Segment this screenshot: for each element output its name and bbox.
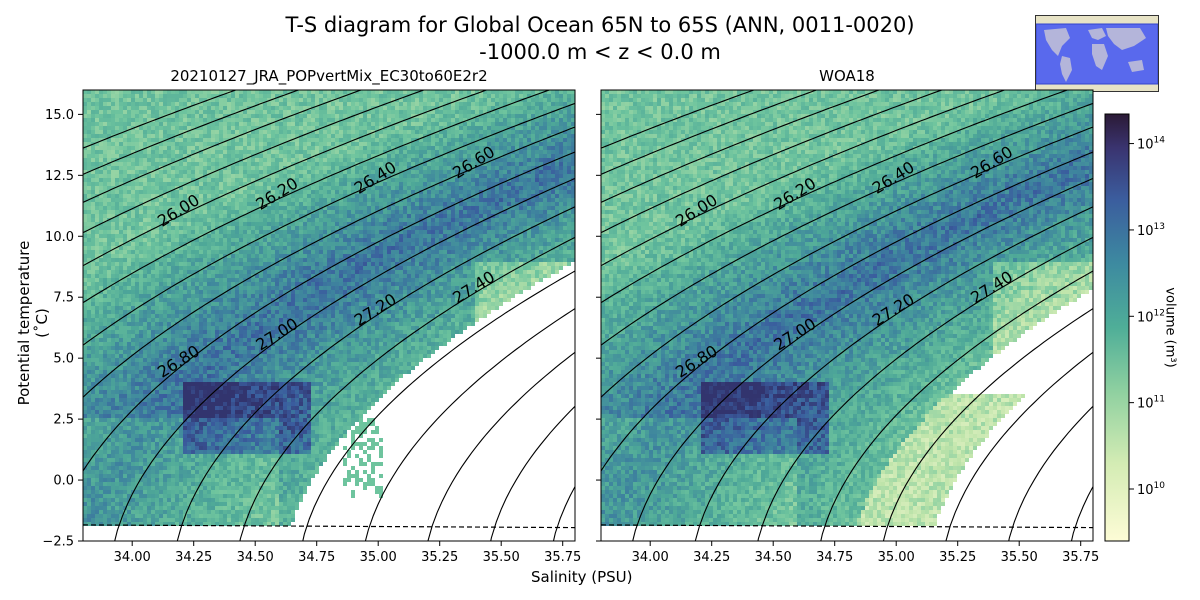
isopycnal-27 — [632, 177, 1093, 541]
isopycnal-27.6 — [820, 270, 1093, 541]
x-tick-label: 35.50 — [483, 550, 520, 565]
panel-title-obs: WOA18 — [601, 67, 1093, 85]
x-tick-label: 34.50 — [237, 550, 274, 565]
x-tick-label: 35.25 — [939, 550, 976, 565]
x-tick-label: 35.75 — [1062, 550, 1099, 565]
isopycnal-28.4 — [1070, 486, 1093, 541]
isopycnal-25.2 — [83, 90, 238, 149]
isopycnal-28.2 — [490, 405, 575, 541]
plot-frame — [82, 89, 576, 542]
isopycnal-26.8 — [601, 151, 1093, 472]
isopycnal-26.6 — [83, 126, 575, 398]
isopycnal-28.4 — [552, 486, 575, 541]
panel-title-model: 20210127_JRA_POPvertMix_EC30to60E2r2 — [83, 67, 575, 85]
y-axis-label: Potential temperature (˚C) — [15, 228, 51, 418]
plot-frame — [600, 89, 1094, 542]
x-tick-label: 35.75 — [544, 550, 581, 565]
isopycnal-28.2 — [1008, 405, 1093, 541]
x-tick-label: 35.25 — [421, 550, 458, 565]
density-field — [601, 90, 1093, 526]
x-tick-label: 34.00 — [632, 550, 669, 565]
freezing-line — [601, 524, 1093, 529]
x-tick-label: 34.00 — [114, 550, 151, 565]
colorbar-tick-label: 1010 — [1137, 481, 1165, 498]
figure-subtitle: -1000.0 m < z < 0.0 m — [0, 40, 1200, 64]
figure-title: T-S diagram for Global Ocean 65N to 65S … — [0, 13, 1200, 37]
x-axis-label: Salinity (PSU) — [531, 568, 633, 586]
isopycnal-25.4 — [601, 90, 819, 175]
y-tick-label: −2.5 — [42, 535, 74, 550]
y-tick-label: 15.0 — [45, 108, 74, 123]
isopycnal-27.2 — [176, 206, 575, 541]
x-tick-label: 35.00 — [878, 550, 915, 565]
isopycnal-26.4 — [83, 102, 575, 346]
isopycnal-25.8 — [601, 90, 944, 234]
isopycnal-26 — [601, 90, 1007, 267]
region-map-inset — [1035, 15, 1159, 92]
colorbar-tick-label: 1011 — [1137, 395, 1165, 412]
isopycnal-28 — [427, 351, 575, 541]
isopycnal-28 — [945, 351, 1093, 541]
y-tick-label: 2.5 — [53, 413, 74, 428]
isopycnal-25.8 — [83, 90, 426, 234]
panel-model: 26.00 26.20 26.40 26.6026.8027.0027.2027.40… — [42, 89, 581, 565]
isopycnal-26.2 — [83, 90, 551, 304]
x-tick-label: 34.75 — [816, 550, 853, 565]
isopycnal-26.2 — [601, 90, 1069, 304]
isopycnal-27 — [114, 177, 575, 541]
isopycnal-25.6 — [83, 90, 363, 203]
isopycnal-25.6 — [601, 90, 881, 203]
colorbar-tick-label: 1014 — [1137, 136, 1165, 153]
colorbar-label: volume (m³) — [1163, 268, 1178, 388]
y-tick-label: 10.0 — [45, 230, 74, 245]
colorbar: 1010 1011 1012 1013 1014 — [1104, 113, 1165, 542]
isopycnal-25.4 — [83, 90, 301, 175]
isopycnal-26 — [83, 90, 489, 267]
x-tick-label: 34.75 — [298, 550, 335, 565]
colorbar-tick-label: 1012 — [1137, 308, 1165, 325]
y-tick-label: 5.0 — [53, 352, 74, 367]
y-tick-label: 12.5 — [45, 169, 74, 184]
colorbar-tick-label: 1013 — [1137, 222, 1165, 239]
x-tick-label: 34.25 — [175, 550, 212, 565]
x-tick-label: 34.50 — [755, 550, 792, 565]
x-tick-label: 35.50 — [1001, 550, 1038, 565]
isopycnal-26.8 — [83, 151, 575, 472]
isopycnal-26.4 — [601, 102, 1093, 346]
y-tick-label: 7.5 — [53, 291, 74, 306]
isopycnal-27.8 — [364, 308, 575, 541]
x-tick-label: 35.00 — [360, 550, 397, 565]
freezing-line — [83, 524, 575, 529]
y-tick-label: 0.0 — [53, 474, 74, 489]
isopycnal-27.4 — [757, 236, 1093, 541]
panel-obs: 26.00 26.20 26.40 26.6026.8027.0027.2027.40… — [596, 89, 1099, 565]
isopycnal-27.8 — [882, 308, 1093, 541]
x-tick-label: 34.25 — [693, 550, 730, 565]
density-field — [83, 90, 575, 526]
isopycnal-26.6 — [601, 126, 1093, 398]
isopycnal-25.2 — [601, 90, 756, 149]
isopycnal-27.6 — [302, 270, 575, 541]
isopycnal-27.4 — [239, 236, 575, 541]
colorbar-gradient — [1104, 113, 1130, 542]
isopycnal-27.2 — [694, 206, 1093, 541]
